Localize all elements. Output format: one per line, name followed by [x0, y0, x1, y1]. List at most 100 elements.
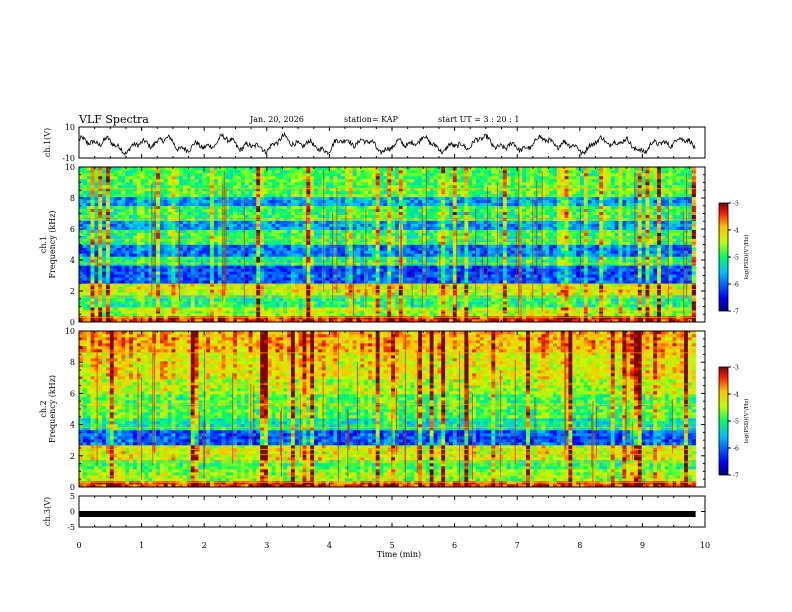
sp1-cell	[102, 241, 107, 245]
sp1-cell	[86, 262, 91, 266]
sp1-cell	[660, 232, 666, 236]
sp1-cell	[156, 310, 161, 314]
sp1-cell	[194, 259, 199, 263]
sp1-cell	[691, 265, 696, 269]
sp1-cell	[606, 250, 612, 254]
sp1-cell	[483, 301, 488, 305]
sp1-cell	[263, 277, 269, 281]
sp1-cell	[337, 244, 342, 248]
sp1-cell	[506, 244, 511, 248]
sp1-cell	[144, 253, 149, 257]
sp1-cell	[298, 271, 303, 275]
sp1-cell	[260, 301, 265, 305]
sp1-cell	[298, 229, 303, 233]
sp1-cell	[263, 292, 269, 296]
sp1-cell	[522, 253, 527, 257]
sp1-cell	[691, 268, 696, 272]
sp1-cell	[213, 265, 219, 269]
sp1-cell	[344, 301, 350, 305]
sp1-cell	[549, 307, 554, 311]
sp1-cell	[556, 304, 562, 308]
sp1-cell	[456, 259, 461, 263]
sp1-cell	[271, 265, 276, 269]
sp1-cell	[125, 280, 130, 284]
sp1-cell	[637, 319, 642, 323]
sp1-cell	[429, 301, 434, 305]
sp1-cell	[383, 307, 388, 311]
sp1-cell	[352, 289, 357, 293]
sp1-cell	[144, 307, 149, 311]
sp1-cell	[545, 253, 550, 257]
sp1-cell	[468, 280, 473, 284]
sp1-cell	[502, 232, 508, 236]
sp1-cell	[583, 244, 588, 248]
sp1-cell	[533, 307, 538, 311]
sp1-cell	[510, 250, 515, 254]
sp1-cell	[553, 274, 558, 278]
sp1-cell	[290, 304, 296, 308]
sp1-cell	[368, 319, 373, 323]
sp1-cell	[310, 256, 315, 260]
sp1-cell	[553, 289, 558, 293]
sp1-cell	[98, 304, 103, 308]
sp1-cell	[179, 262, 184, 266]
sp1-cell	[94, 286, 99, 290]
sp1-cell	[445, 304, 450, 308]
sp1-cell	[645, 244, 650, 248]
sp1-cell	[526, 250, 531, 254]
sp1-cell	[676, 286, 681, 290]
sp1-cell	[159, 256, 165, 260]
sp1-cell	[421, 265, 427, 269]
sp1-cell	[510, 292, 515, 296]
sp1-cell	[495, 280, 500, 284]
sp1-cell	[298, 289, 303, 293]
sp1-cell	[202, 268, 207, 272]
sp1-cell	[649, 307, 654, 311]
sp1-cell	[506, 286, 511, 290]
sp1-cell	[156, 277, 161, 281]
sp1-cell	[406, 244, 411, 248]
sp1-cell	[630, 271, 635, 275]
sp1-cell	[591, 244, 596, 248]
sp1-cell	[102, 304, 107, 308]
sp1-cell	[136, 301, 141, 305]
sp1-cell	[94, 259, 99, 263]
sp1-cell	[271, 250, 276, 254]
sp1-cell	[175, 271, 180, 275]
sp1-cell	[167, 274, 172, 278]
sp1-cell	[556, 244, 562, 248]
sp1-cell	[152, 319, 157, 323]
sp1-cell	[271, 259, 276, 263]
sp1-cell	[140, 229, 145, 233]
sp1-cell	[283, 292, 288, 296]
sp1-cell	[626, 301, 631, 305]
sp1-cell	[210, 286, 215, 290]
sp1-cell	[317, 235, 323, 239]
sp1-cell	[82, 253, 87, 257]
sp1-cell	[202, 250, 207, 254]
sp1-cell	[606, 241, 612, 245]
sp1-cell	[186, 274, 192, 278]
sp1-cell	[140, 268, 145, 272]
sp1-cell	[217, 313, 222, 317]
sp1-cell	[233, 247, 238, 251]
sp1-cell	[79, 286, 84, 290]
sp1-cell	[479, 289, 484, 293]
sp1-cell	[637, 289, 642, 293]
sp1-cell	[344, 268, 350, 272]
sp1-cell	[132, 235, 138, 239]
sp1-cell	[260, 274, 265, 278]
sp1-cell	[603, 319, 608, 323]
sp1-cell	[140, 265, 145, 269]
sp1-cell	[267, 277, 272, 281]
sp1-cell	[641, 310, 646, 314]
sp1-cell	[148, 274, 153, 278]
sp1-cell	[379, 301, 384, 305]
sp1-cell	[637, 304, 642, 308]
sp1-cell	[306, 244, 311, 248]
sp1-cell	[556, 313, 562, 317]
sp1-cell	[159, 247, 165, 251]
sp1-cell	[499, 307, 504, 311]
sp1-cell	[637, 298, 642, 302]
sp1-cell	[491, 232, 496, 236]
